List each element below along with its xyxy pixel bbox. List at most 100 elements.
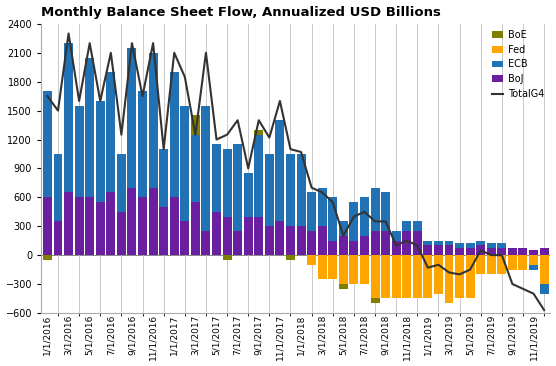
Bar [455, 255, 464, 299]
Bar [508, 255, 517, 270]
Bar [307, 255, 316, 265]
Bar [423, 246, 433, 255]
Bar [339, 255, 348, 284]
Bar [85, 57, 94, 197]
Bar [254, 135, 264, 217]
Bar [254, 130, 264, 135]
Bar [53, 221, 62, 255]
Bar [339, 236, 348, 255]
Bar [159, 207, 168, 255]
Bar [233, 144, 242, 231]
Bar [53, 154, 62, 221]
Bar [370, 255, 380, 299]
Bar [444, 246, 454, 255]
Bar [328, 241, 337, 255]
Bar [402, 221, 411, 231]
Bar [265, 154, 274, 226]
Bar [381, 231, 390, 255]
Bar [180, 221, 189, 255]
Bar [465, 248, 475, 255]
Bar [75, 106, 83, 197]
Bar [486, 243, 496, 248]
Bar [286, 154, 295, 226]
Bar [212, 212, 221, 255]
Bar [455, 248, 464, 255]
Bar [286, 255, 295, 260]
Text: Monthly Balance Sheet Flow, Annualized USD Billions: Monthly Balance Sheet Flow, Annualized U… [41, 5, 441, 19]
Bar [349, 202, 359, 241]
Bar [138, 92, 147, 197]
Bar [296, 226, 306, 255]
Bar [286, 226, 295, 255]
Bar [339, 221, 348, 236]
Bar [96, 101, 105, 202]
Bar [328, 255, 337, 279]
Bar [222, 255, 231, 260]
Bar [265, 226, 274, 255]
Bar [106, 72, 115, 193]
Bar [127, 48, 136, 188]
Bar [519, 255, 528, 270]
Bar [455, 243, 464, 248]
Bar [413, 255, 422, 299]
Bar [423, 241, 433, 246]
Bar [486, 255, 496, 274]
Bar [391, 241, 401, 255]
Bar [307, 193, 316, 231]
Bar [43, 92, 52, 197]
Bar [191, 202, 200, 255]
Bar [275, 120, 285, 221]
Bar [222, 217, 231, 255]
Bar [244, 173, 252, 217]
Bar [170, 197, 178, 255]
Bar [476, 241, 485, 246]
Bar [529, 255, 538, 265]
Bar [349, 255, 359, 284]
Bar [529, 265, 538, 270]
Bar [476, 246, 485, 255]
Bar [402, 231, 411, 255]
Bar [201, 106, 210, 231]
Bar [497, 243, 507, 248]
Legend: BoE, Fed, ECB, BoJ, TotalG4: BoE, Fed, ECB, BoJ, TotalG4 [488, 26, 549, 103]
Bar [106, 193, 115, 255]
Bar [339, 284, 348, 289]
Bar [423, 255, 433, 299]
Bar [465, 255, 475, 299]
Bar [212, 144, 221, 212]
Bar [402, 255, 411, 299]
Bar [360, 197, 369, 236]
Bar [148, 188, 157, 255]
Bar [254, 217, 264, 255]
Bar [148, 53, 157, 188]
Bar [444, 241, 454, 246]
Bar [244, 217, 252, 255]
Bar [519, 248, 528, 255]
Bar [529, 250, 538, 255]
Bar [191, 135, 200, 202]
Bar [138, 197, 147, 255]
Bar [328, 197, 337, 241]
Bar [497, 248, 507, 255]
Bar [201, 231, 210, 255]
Bar [96, 202, 105, 255]
Bar [434, 255, 443, 294]
Bar [85, 197, 94, 255]
Bar [117, 154, 126, 212]
Bar [317, 188, 327, 226]
Bar [434, 241, 443, 246]
Bar [497, 255, 507, 274]
Bar [540, 284, 549, 294]
Bar [317, 226, 327, 255]
Bar [360, 255, 369, 284]
Bar [296, 154, 306, 226]
Bar [43, 255, 52, 260]
Bar [370, 188, 380, 231]
Bar [43, 197, 52, 255]
Bar [360, 236, 369, 255]
Bar [413, 231, 422, 255]
Bar [434, 246, 443, 255]
Bar [191, 115, 200, 135]
Bar [508, 248, 517, 255]
Bar [233, 231, 242, 255]
